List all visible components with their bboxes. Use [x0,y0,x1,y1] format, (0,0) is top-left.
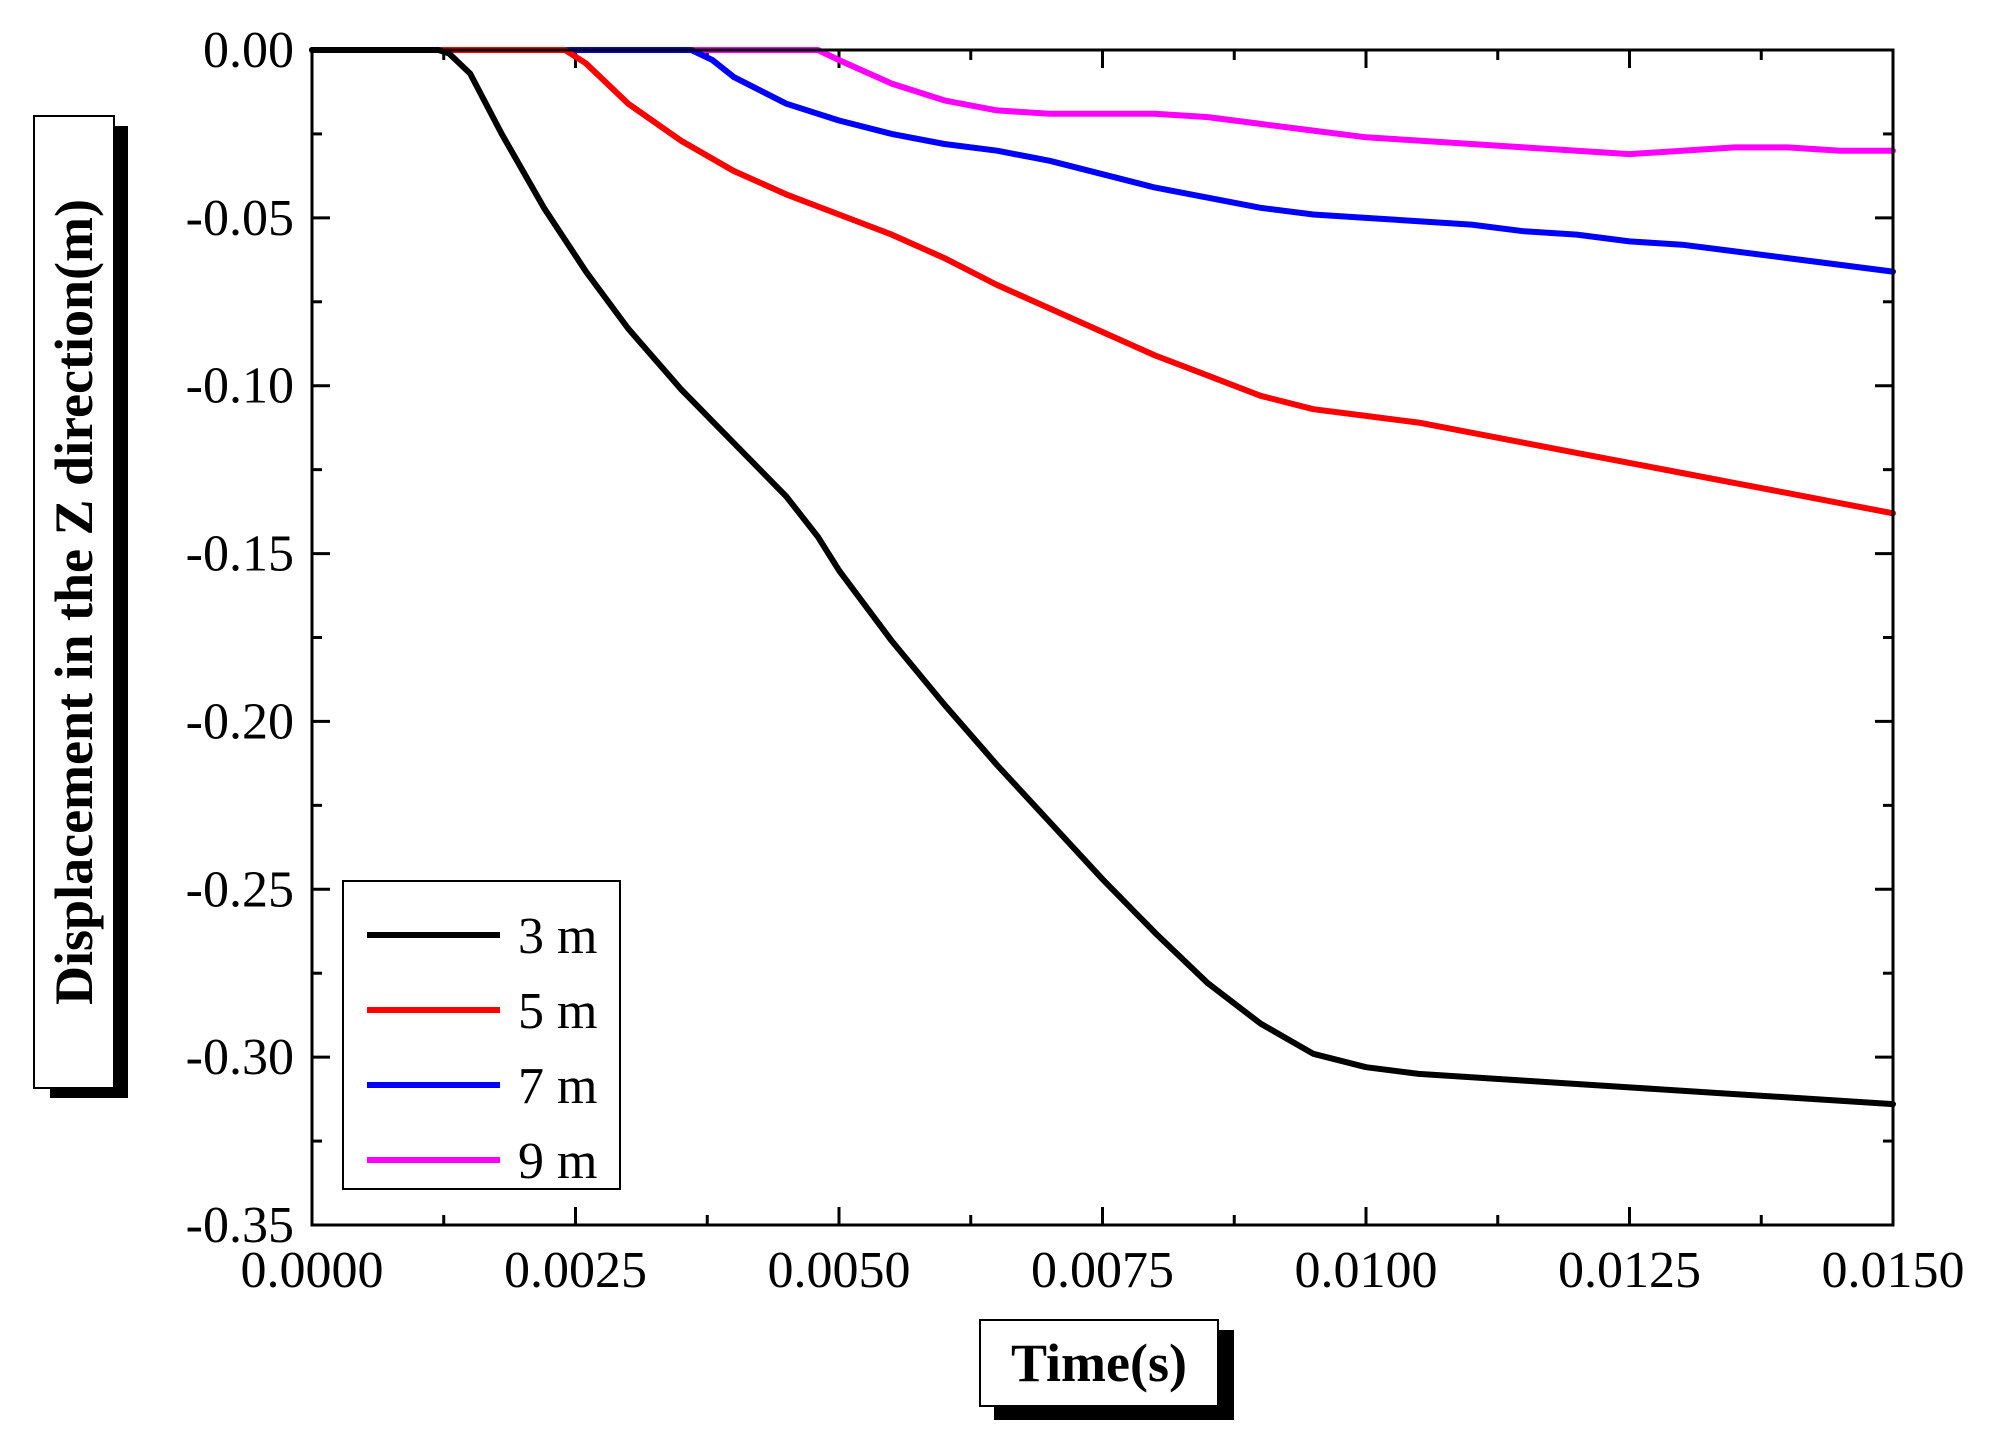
y-tick-label: -0.35 [186,1197,294,1254]
x-tick-label: 0.0025 [504,1242,647,1299]
y-axis-title: Displacement in the Z direction(m) [44,199,104,1005]
y-tick-label: -0.25 [186,861,294,918]
y-tick-label: -0.20 [186,693,294,750]
x-tick-label: 0.0000 [241,1242,384,1299]
x-tick-label: 0.0075 [1031,1242,1174,1299]
series-line-3m [309,47,1896,1108]
legend-label-3m: 3 m [518,908,597,965]
x-axis-title-box: Time(s) [979,1319,1234,1420]
y-tick-label: -0.30 [186,1029,294,1086]
series-line-7m [309,47,1896,275]
x-tick-label: 0.0125 [1558,1242,1701,1299]
x-tick-label: 0.0050 [768,1242,911,1299]
series-line-9m [309,47,1896,158]
y-tick-label: -0.15 [186,526,294,583]
x-tick-label: 0.0150 [1822,1242,1965,1299]
legend-label-9m: 9 m [518,1133,597,1190]
legend-label-7m: 7 m [518,1058,597,1115]
x-tick-label: 0.0100 [1295,1242,1438,1299]
y-tick-label: -0.05 [186,190,294,247]
y-axis-title-box: Displacement in the Z direction(m) [33,115,128,1098]
tick-labels: 0.0000 0.0025 0.0050 0.0075 0.0100 0.0125 0.01… [186,22,1965,1299]
plot-frame [310,48,1895,1227]
series-line-5m [309,47,1896,517]
y-tick-label: 0.00 [203,22,294,79]
legend-label-5m: 5 m [518,983,597,1040]
x-axis-title: Time(s) [1011,1333,1187,1393]
y-tick-label: -0.10 [186,358,294,415]
legend: 3 m 5 m 7 m 9 m [342,880,621,1190]
series-lines [309,47,1896,1108]
